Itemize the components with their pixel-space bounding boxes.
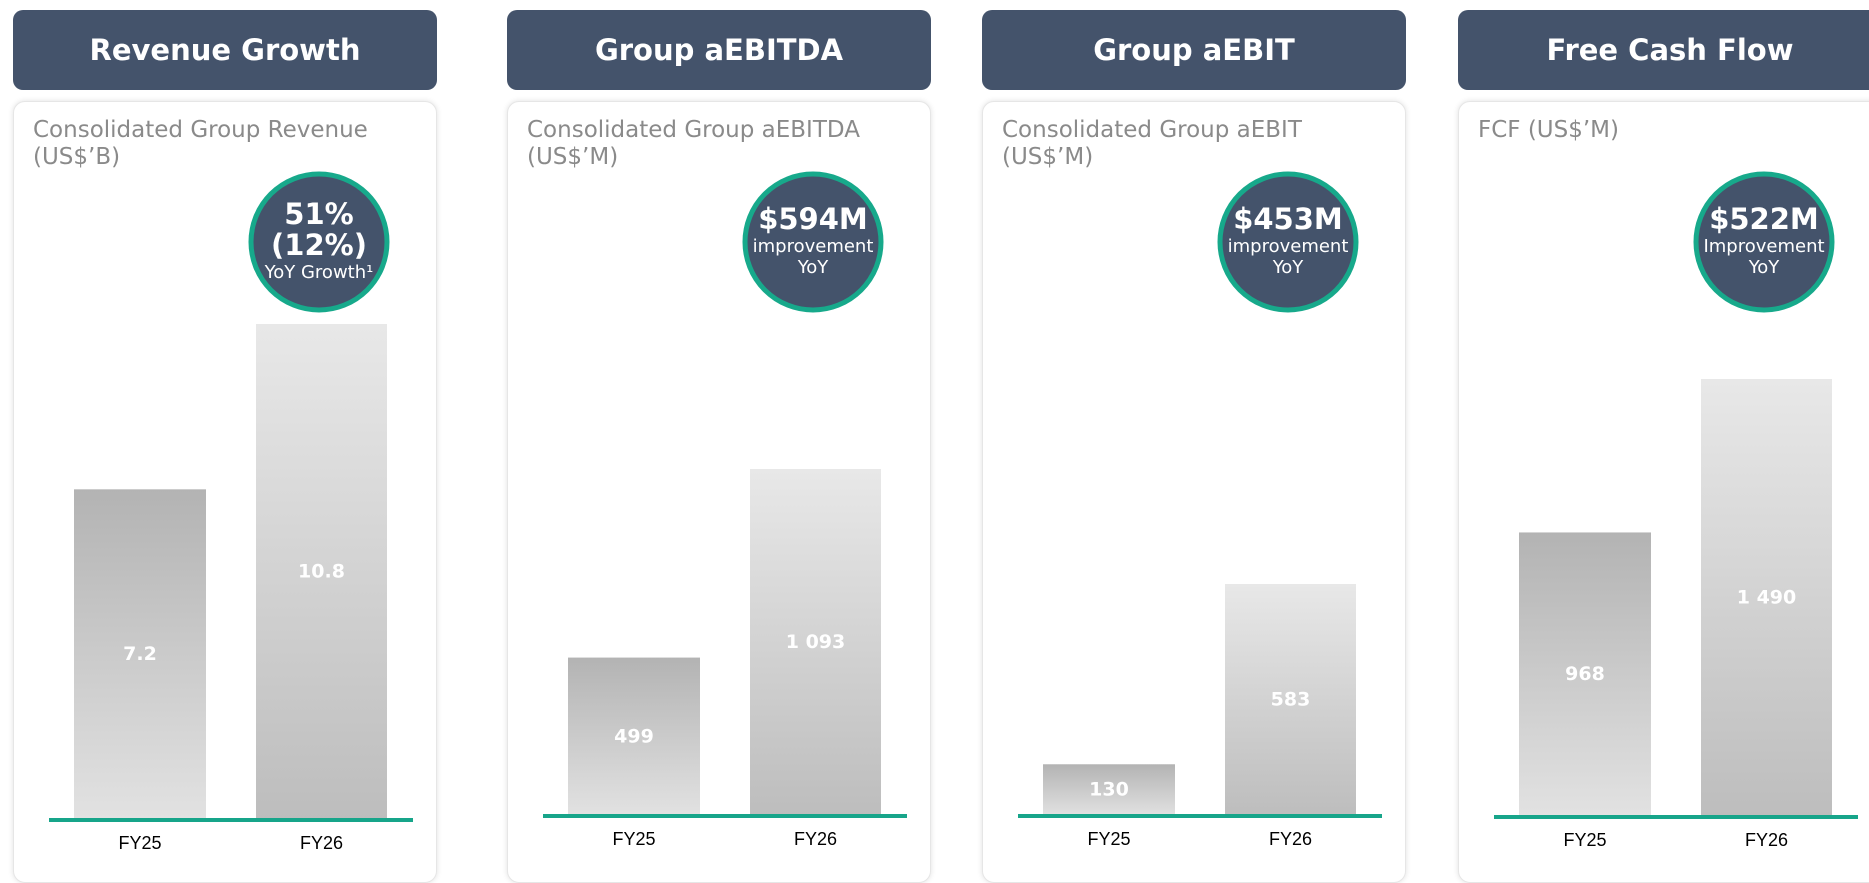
category-label: FY25 [1563,830,1606,850]
bar [1701,379,1832,817]
badge-text: YoY Growth¹ [264,262,374,283]
panel-header: Revenue Growth [13,10,437,90]
value-label: 130 [1089,779,1129,801]
badge [248,171,390,313]
category-label: FY25 [612,829,655,849]
bar [1519,532,1651,817]
value-label: 1 093 [786,631,846,653]
subtitle: Consolidated Group aEBIT (US$’M) [1002,117,1302,170]
bar [1225,584,1356,816]
badge [1217,171,1359,313]
bar [750,469,881,816]
value-label: 1 490 [1737,587,1797,609]
bar [568,657,700,816]
category-label: FY26 [1745,830,1788,850]
subtitle: Consolidated Group aEBITDA (US$’M) [527,117,860,170]
chart-panel: Group aEBITDA Consolidated Group aEBITDA … [507,0,931,883]
value-label: 7.2 [123,643,157,665]
panel-header: Free Cash Flow [1458,10,1869,90]
badge-text: YoY [1748,257,1781,278]
panel-header: Group aEBIT [982,10,1406,90]
badge-text: 51% [284,197,353,231]
panel-header: Group aEBITDA [507,10,931,90]
badge-text: improvement [753,236,874,257]
bar [74,489,206,820]
subtitle: FCF (US$’M) [1478,117,1619,143]
chart-panel: Revenue Growth Consolidated Group Revenue… [13,0,437,883]
category-label: FY25 [1087,829,1130,849]
bar-chart: 7.2 FY25 10.8 FY26 51%(12%)YoY Growth¹ [49,171,413,853]
badge [742,171,884,313]
chart-panel: Free Cash Flow FCF (US$’M) 968 FY25 1 490 FY2… [1458,0,1869,883]
value-label: 499 [614,725,654,747]
badge-text: improvement [1228,236,1349,257]
category-label: FY26 [1269,829,1312,849]
category-label: FY26 [794,829,837,849]
category-label: FY25 [118,833,161,853]
page: Revenue Growth Consolidated Group Revenue… [13,0,1869,883]
badge-text: $453M [1233,202,1343,236]
value-label: 968 [1565,663,1605,685]
badge-text: Improvement [1703,236,1824,257]
chart-panel: Group aEBIT Consolidated Group aEBIT (US$… [982,0,1406,883]
category-label: FY26 [300,833,343,853]
badge-text: $594M [758,202,868,236]
bar [1043,764,1175,816]
badge-text: YoY [797,257,830,278]
bar [256,324,387,820]
badge-text: $522M [1709,202,1819,236]
subtitle: Consolidated Group Revenue (US$’B) [33,117,368,170]
value-label: 10.8 [298,561,345,583]
badge-text: YoY [1272,257,1305,278]
value-label: 583 [1271,689,1311,711]
badge [1693,171,1835,313]
badge-text: (12%) [271,228,367,262]
